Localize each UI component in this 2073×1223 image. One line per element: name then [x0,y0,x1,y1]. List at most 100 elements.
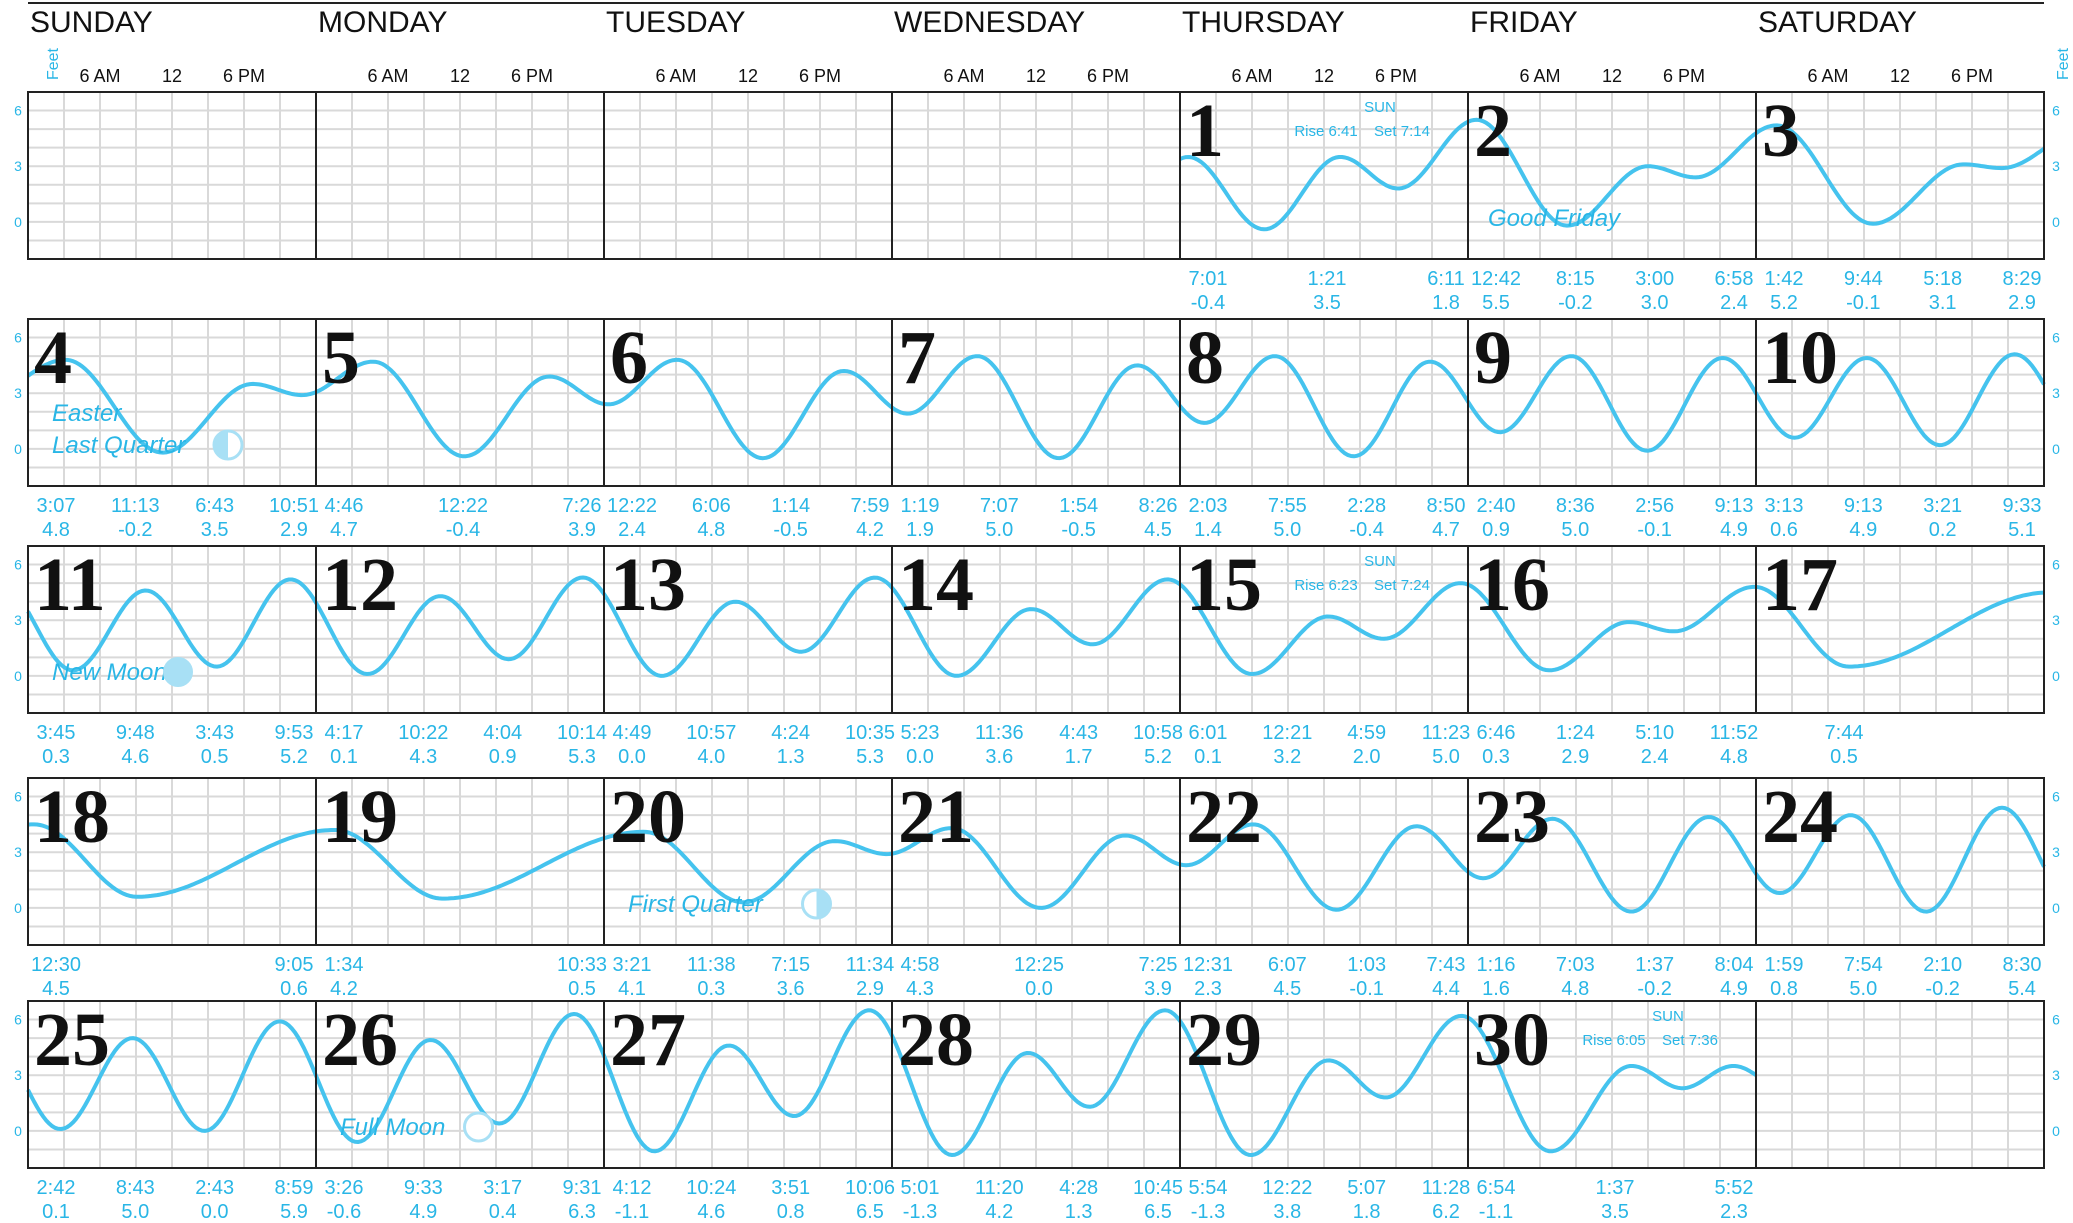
tide-time-label: 3:51 [771,1177,810,1199]
day-number-27: 27 [610,998,686,1082]
tide-height-label: 0.0 [201,1201,229,1223]
tide-time-label: 10:06 [845,1177,895,1199]
tide-height-label: 1.7 [1065,746,1093,768]
tide-height-label: 2.9 [2008,292,2036,314]
tide-curve-series [26,352,2046,461]
tide-height-label: 3.6 [777,978,805,1000]
tide-height-label: 3.5 [201,519,229,541]
tide-height-label: 5.2 [1770,292,1798,314]
tide-height-label: 6.5 [1144,1201,1172,1223]
tide-height-label: 4.0 [697,746,725,768]
tide-time-label: 6:58 [1715,268,1754,290]
week-frame [27,91,2045,260]
tide-time-label: 4:59 [1347,722,1386,744]
y-tick-left: 6 [14,789,22,805]
tide-time-label: 7:07 [980,495,1019,517]
tide-time-label: 4:58 [901,954,940,976]
day-number-13: 13 [610,543,686,627]
tide-time-label: 4:49 [613,722,652,744]
y-tick-right: 0 [2052,668,2060,684]
tide-time-label: 12:21 [1262,722,1312,744]
day-number-26: 26 [322,998,398,1082]
hour-label: 6 PM [223,66,265,86]
tide-time-label: 4:12 [613,1177,652,1199]
tide-time-label: 12:22 [438,495,488,517]
y-tick-left: 3 [14,844,22,860]
sunset-label: Set 7:14 [1374,123,1430,140]
tide-time-label: 10:22 [398,722,448,744]
moon-new-icon [163,657,193,687]
day-number-10: 10 [1762,316,1838,400]
day-number-28: 28 [898,998,974,1082]
day-number-19: 19 [322,775,398,859]
day-number-20: 20 [610,775,686,859]
hour-label: 6 AM [1519,66,1560,86]
tide-height-label: 1.3 [777,746,805,768]
tide-height-label: 4.3 [409,746,437,768]
tide-height-label: -0.1 [1349,978,1383,1000]
tide-height-label: 5.0 [1273,519,1301,541]
annotation-label: First Quarter [628,891,764,918]
tide-time-label: 9:13 [1844,495,1883,517]
tide-height-label: 5.0 [1561,519,1589,541]
tide-time-label: 12:22 [1262,1177,1312,1199]
tide-time-label: 2:42 [37,1177,76,1199]
tide-height-label: 2.0 [1353,746,1381,768]
tide-height-label: 0.0 [1025,978,1053,1000]
moon-first-icon [801,888,832,920]
tide-height-label: 4.5 [42,978,70,1000]
tide-time-label: 2:43 [195,1177,234,1199]
annotation-label: Full Moon [340,1114,445,1141]
tide-height-label: -0.1 [1637,519,1671,541]
day-number-12: 12 [322,543,398,627]
week-frame [27,545,2045,714]
y-tick-right: 0 [2052,441,2060,457]
tide-time-label: 8:04 [1715,954,1754,976]
tide-height-label: 5.1 [2008,519,2036,541]
tide-height-label: 4.3 [906,978,934,1000]
tide-time-label: 7:26 [563,495,602,517]
tide-height-label: 5.4 [2008,978,2036,1000]
tide-height-label: 3.1 [1929,292,1957,314]
day-number-22: 22 [1186,775,1262,859]
tide-height-label: 0.0 [618,746,646,768]
annotation-label: New Moon [52,659,167,686]
tide-height-label: -0.5 [773,519,807,541]
tide-height-label: 3.6 [985,746,1013,768]
tide-time-label: 2:56 [1635,495,1674,517]
tide-time-label: 9:13 [1715,495,1754,517]
moon-disc [163,657,193,687]
y-tick-right: 6 [2052,103,2060,119]
tide-time-label: 9:48 [116,722,155,744]
week-row-4: 0 0 3 3 6 6 [14,778,2060,945]
y-tick-left: 6 [14,557,22,573]
tide-time-label: 8:59 [275,1177,314,1199]
y-tick-right: 0 [2052,1123,2060,1139]
tide-time-label: 7:43 [1427,954,1466,976]
y-tick-left: 6 [14,103,22,119]
day-number-25: 25 [34,998,110,1082]
hour-label: 12 [1026,66,1046,86]
sunrise-label: Rise 6:41 [1294,123,1357,140]
y-tick-right: 6 [2052,330,2060,346]
tide-time-label: 4:28 [1059,1177,1098,1199]
sunset-label: Set 7:36 [1662,1032,1718,1049]
tide-height-label: 5.0 [121,1201,149,1223]
tide-height-label: 0.5 [201,746,229,768]
hour-label: 12 [450,66,470,86]
tide-time-label: 2:10 [1923,954,1962,976]
tide-height-label: 3.8 [1273,1201,1301,1223]
tide-height-label: 5.3 [568,746,596,768]
tide-time-label: 9:33 [2003,495,2042,517]
tide-time-label: 8:50 [1427,495,1466,517]
tide-time-label: 1:14 [771,495,810,517]
week-row-1: 0 0 3 3 6 6 [14,92,2060,259]
day-number-17: 17 [1762,543,1838,627]
tide-height-label: 4.9 [1849,519,1877,541]
tide-height-label: 4.1 [618,978,646,1000]
tide-time-label: 10:57 [686,722,736,744]
tide-time-label: 7:44 [1825,722,1864,744]
tide-time-label: 11:20 [975,1177,1024,1199]
tide-time-label: 8:26 [1139,495,1178,517]
tide-time-label: 4:04 [483,722,522,744]
